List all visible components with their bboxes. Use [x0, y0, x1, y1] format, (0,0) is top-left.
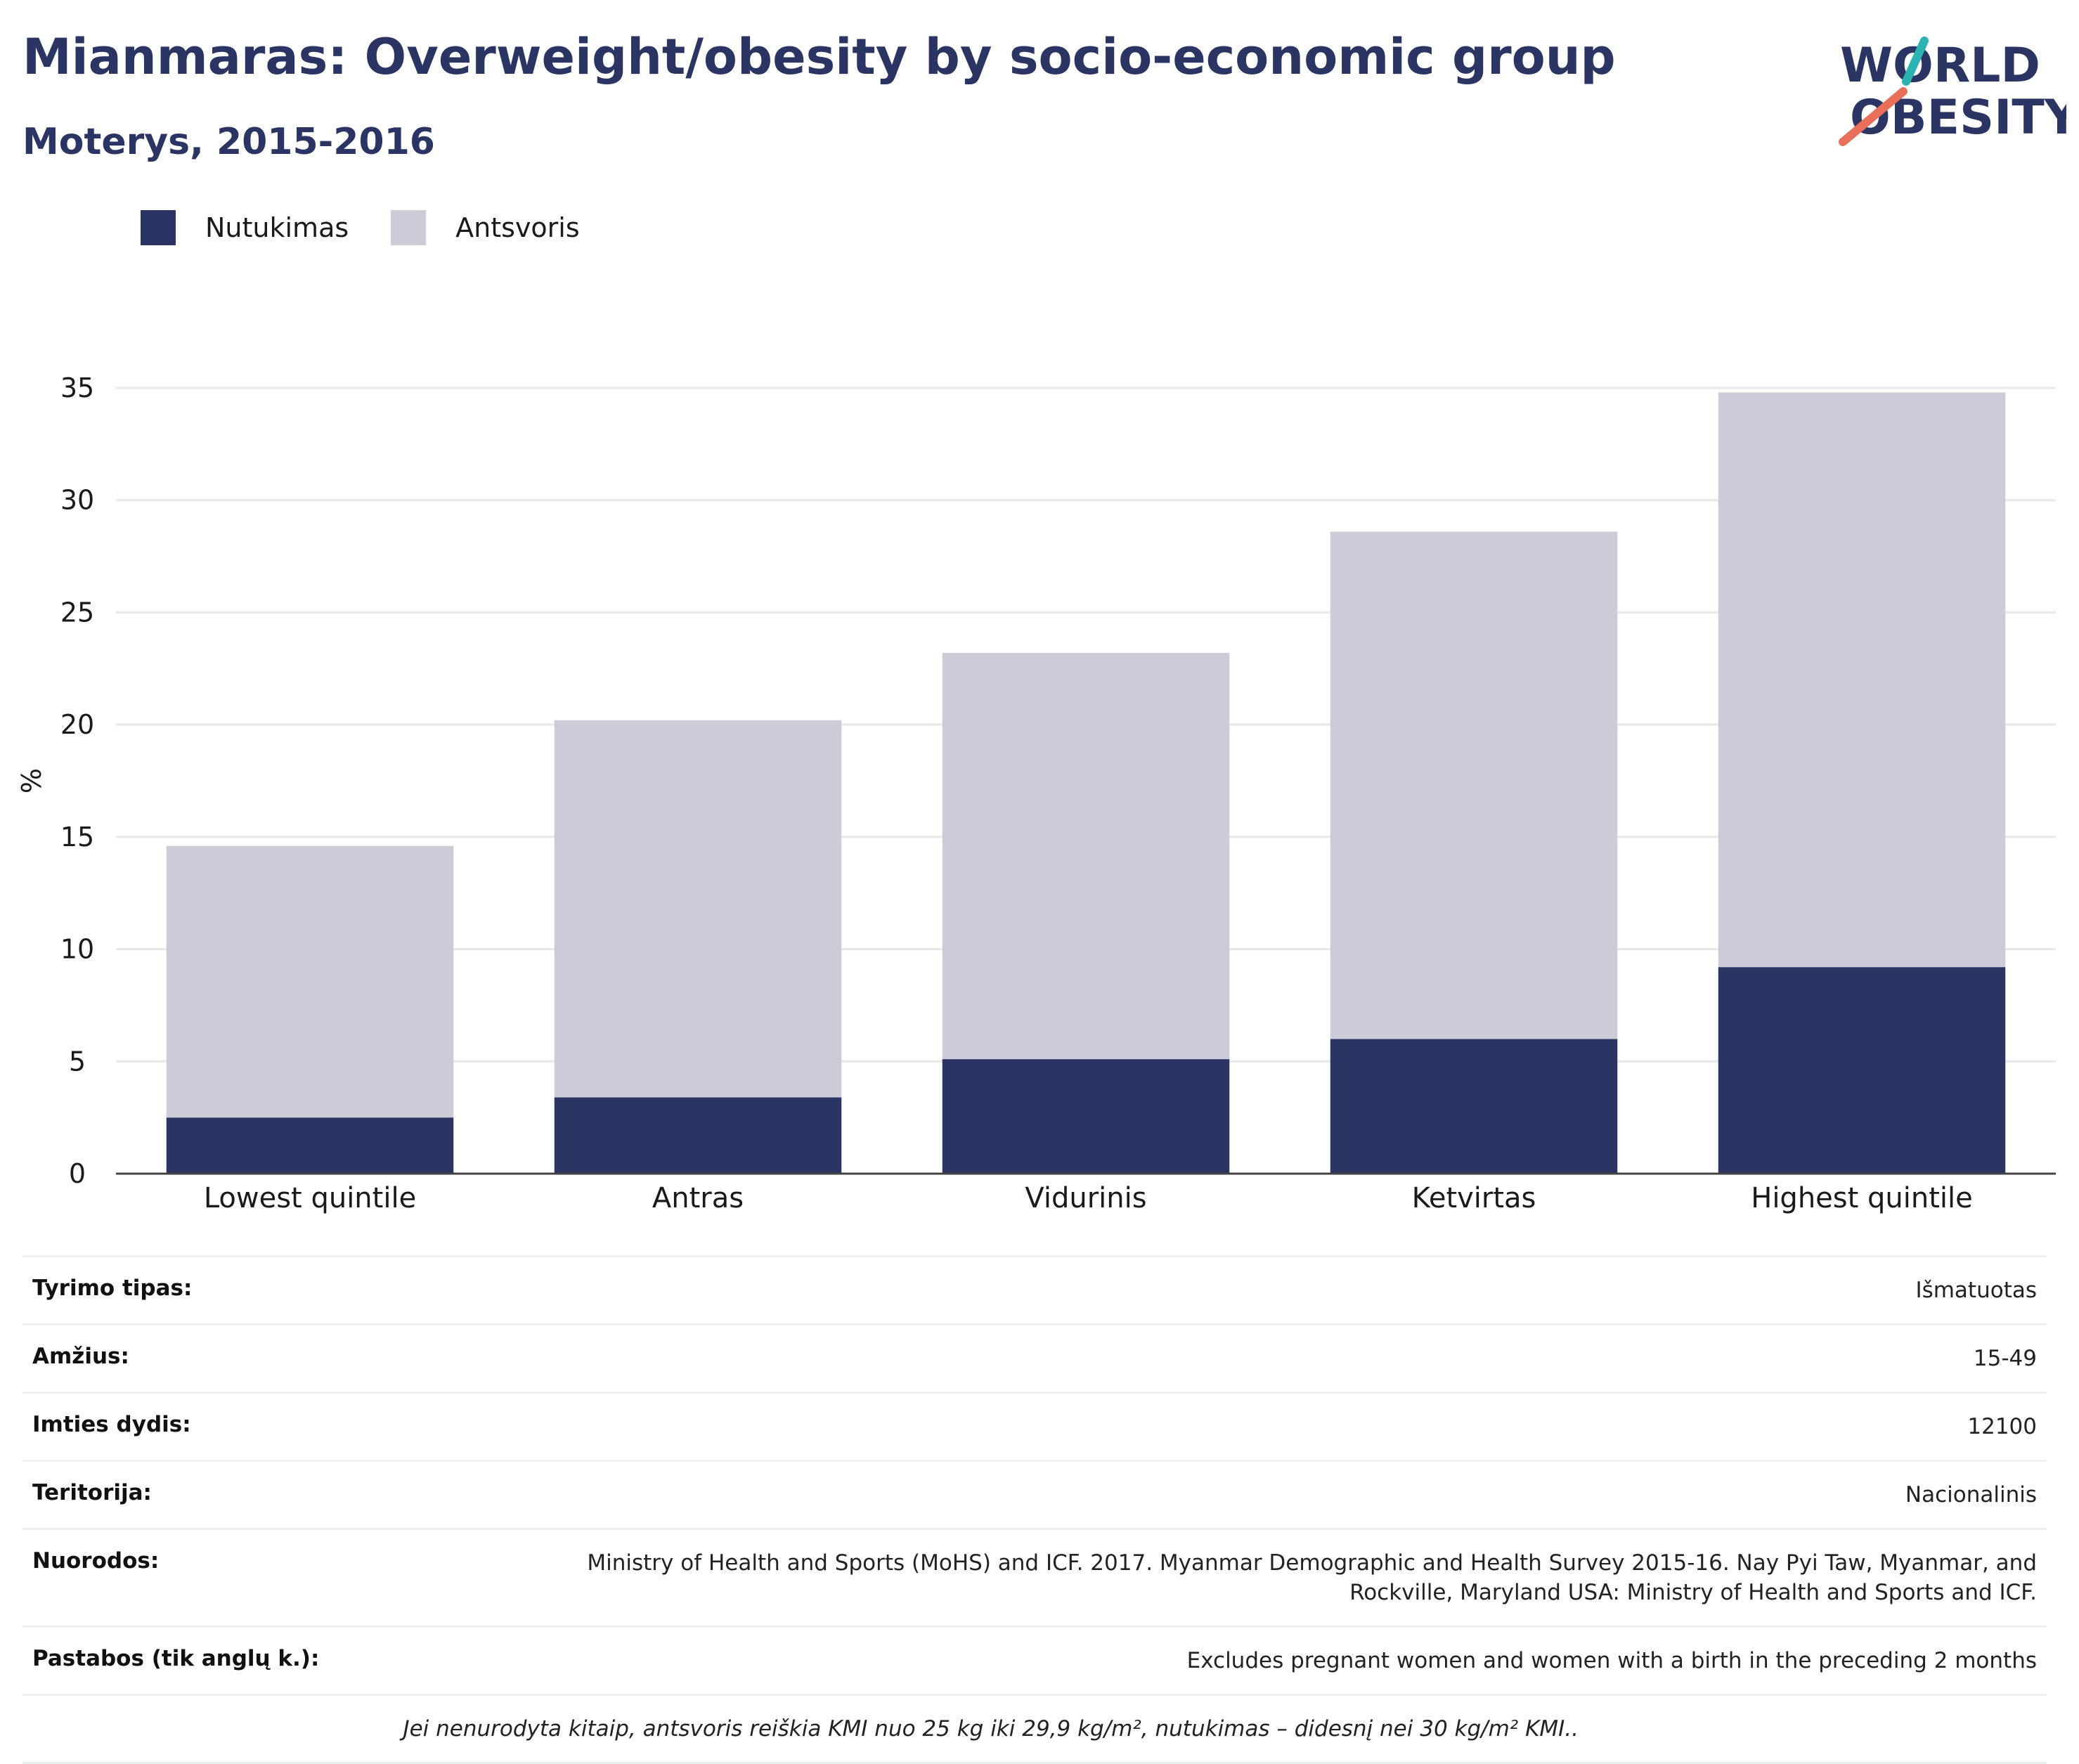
info-row-notes: Pastabos (tik anglų k.): Excludes pregna…	[22, 1626, 2047, 1694]
x-tick-label: Vidurinis	[1025, 1182, 1146, 1214]
info-key: Amžius:	[32, 1344, 129, 1369]
info-row-age: Amžius: 15-49	[22, 1323, 2047, 1392]
info-key: Tyrimo tipas:	[32, 1276, 193, 1301]
legend-label-obesity: Nutukimas	[205, 212, 349, 243]
info-table: Tyrimo tipas: Išmatuotas Amžius: 15-49 I…	[22, 1255, 2047, 1764]
info-key: Teritorija:	[32, 1480, 152, 1505]
x-tick-label: Antras	[652, 1182, 744, 1214]
info-row-sample-size: Imties dydis: 12100	[22, 1392, 2047, 1460]
world-obesity-logo: WORLD OBESITY	[1839, 37, 2066, 146]
logo-slash-teal	[1902, 37, 1929, 86]
info-key: Pastabos (tik anglų k.):	[32, 1646, 320, 1671]
info-key: Nuorodos:	[32, 1548, 160, 1574]
x-tick-label: Highest quintile	[1751, 1182, 1973, 1214]
page-title: Mianmaras: Overweight/obesity by socio-e…	[22, 28, 1616, 86]
chart-legend: Nutukimas Antsvoris	[141, 208, 622, 247]
y-tick-label: 20	[60, 709, 94, 740]
bar-segment-overweight	[942, 652, 1230, 1060]
y-tick-label: 5	[69, 1046, 86, 1077]
logo-slash-coral	[1839, 87, 1908, 146]
legend-item-obesity[interactable]: Nutukimas	[141, 210, 349, 245]
x-axis-labels: Lowest quintile Antras Vidurinis Ketvirtas H…	[204, 1182, 1973, 1214]
bar-segment-overweight	[166, 845, 454, 1118]
legend-swatch-obesity	[141, 210, 176, 245]
bar-segment-obesity	[942, 1059, 1230, 1174]
y-axis-label: %	[16, 768, 47, 793]
info-value: 15-49	[1973, 1346, 2037, 1371]
y-tick-label: 15	[60, 822, 94, 852]
legend-label-overweight: Antsvoris	[455, 212, 580, 243]
info-value: Excludes pregnant women and women with a…	[1186, 1648, 2037, 1673]
info-row-territory: Teritorija: Nacionalinis	[22, 1460, 2047, 1528]
logo-text-obesity: OBESITY	[1850, 90, 2066, 145]
legend-item-overweight[interactable]: Antsvoris	[391, 210, 580, 245]
info-value: Nacionalinis	[1905, 1482, 2037, 1507]
bar-segment-overweight	[554, 720, 842, 1098]
info-value: Ministry of Health and Sports (MoHS) and…	[587, 1550, 2037, 1605]
bar-segment-overweight	[1330, 531, 1618, 1039]
page-subtitle: Moterys, 2015-2016	[22, 121, 435, 163]
y-tick-label: 0	[69, 1158, 86, 1189]
bar-segment-obesity	[1718, 967, 2006, 1174]
x-tick-label: Ketvirtas	[1412, 1182, 1536, 1214]
logo-text-world: WORLD	[1840, 38, 2040, 93]
info-row-footnote: Jei nenurodyta kitaip, antsvoris reiškia…	[22, 1694, 2047, 1764]
info-value: 12100	[1967, 1414, 2037, 1439]
stacked-bar-chart: 0 5 10 15 20 25 30 35 Lowest quintile Antras Vidu…	[16, 372, 2056, 1214]
info-key: Imties dydis:	[32, 1412, 191, 1437]
info-value: Išmatuotas	[1915, 1278, 2037, 1303]
bar-segment-obesity	[554, 1097, 842, 1174]
bar-segment-obesity	[1330, 1039, 1618, 1174]
y-axis-ticks: 0 5 10 15 20 25 30 35	[60, 372, 94, 1189]
x-tick-label: Lowest quintile	[204, 1182, 416, 1214]
footnote-text: Jei nenurodyta kitaip, antsvoris reiškia…	[403, 1716, 1579, 1742]
y-tick-label: 25	[60, 597, 94, 628]
y-tick-label: 30	[60, 485, 94, 516]
y-tick-label: 35	[60, 372, 94, 403]
legend-swatch-overweight	[391, 210, 427, 245]
bar-segment-overweight	[1718, 392, 2006, 968]
info-row-references: Nuorodos: Ministry of Health and Sports …	[22, 1528, 2047, 1626]
y-tick-label: 10	[60, 934, 94, 965]
bars	[166, 392, 2006, 1174]
bar-segment-obesity	[166, 1117, 454, 1174]
info-row-survey-type: Tyrimo tipas: Išmatuotas	[22, 1255, 2047, 1323]
